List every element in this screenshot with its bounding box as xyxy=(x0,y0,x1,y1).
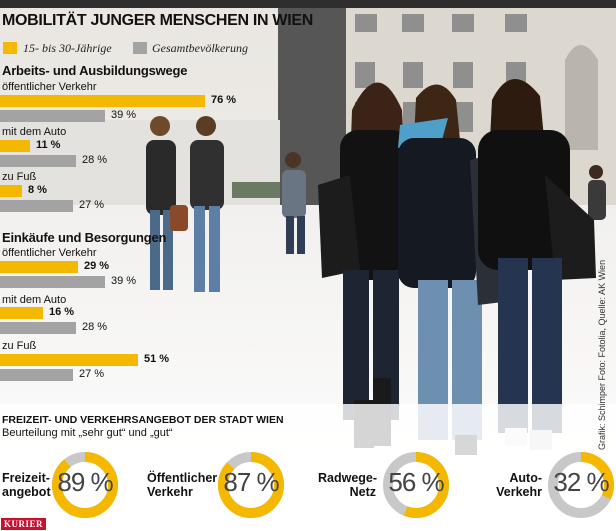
image-credit: Grafik: Schimper Foto: Fotolia, Quelle: … xyxy=(597,259,607,450)
bar-value-label: 28 % xyxy=(82,321,108,333)
bar-value-label: 11 % xyxy=(36,139,61,151)
bar-total xyxy=(0,110,105,122)
donut-label-bike-network: Radwege- Netz xyxy=(318,471,378,499)
category-label: mit dem Auto xyxy=(2,126,67,138)
page-title: MOBILITÄT JUNGER MENSCHEN IN WIEN xyxy=(2,12,313,29)
bar-total xyxy=(0,155,76,167)
bar-value-label: 8 % xyxy=(28,184,47,196)
bar-total xyxy=(0,276,105,288)
category-label: mit dem Auto xyxy=(2,294,67,306)
donut-label-public-transport: Öffentlicher Verkehr xyxy=(147,471,218,499)
donut-value: 89 % xyxy=(57,467,113,497)
donut-value: 32 % xyxy=(553,467,609,497)
legend-total-label: Gesamtbevölkerung xyxy=(152,41,248,55)
category-label: öffentlicher Verkehr xyxy=(2,81,97,93)
category-label: zu Fuß xyxy=(2,340,37,352)
bar-value-label: 39 % xyxy=(111,275,137,287)
section-title-errands: Einkäufe und Besorgungen xyxy=(2,230,167,245)
bar-young xyxy=(0,185,22,197)
bar-young xyxy=(0,307,43,319)
bar-value-label: 39 % xyxy=(111,109,137,121)
bar-value-label: 28 % xyxy=(82,154,108,166)
donut-value: 87 % xyxy=(223,467,279,497)
bar-total xyxy=(0,322,76,334)
bar-value-label: 76 % xyxy=(211,94,237,106)
bar-total xyxy=(0,369,73,381)
bar-total xyxy=(0,200,73,212)
donut-label-car-traffic: Auto- Verkehr xyxy=(496,471,542,499)
legend-young-swatch xyxy=(3,42,17,54)
legend-young-label: 15- bis 30-Jährige xyxy=(23,41,112,55)
bar-value-label: 16 % xyxy=(49,306,75,318)
bar-young xyxy=(0,354,138,366)
kurier-logo: KURIER xyxy=(1,518,47,530)
section-title-commute: Arbeits- und Ausbildungswege xyxy=(2,63,188,78)
bar-young xyxy=(0,261,78,273)
bar-value-label: 27 % xyxy=(79,368,105,380)
category-label: öffentlicher Verkehr xyxy=(2,247,97,259)
bar-value-label: 27 % xyxy=(79,199,105,211)
bar-young xyxy=(0,140,30,152)
donut-value: 56 % xyxy=(388,467,444,497)
bar-value-label: 51 % xyxy=(144,353,170,365)
legend-total-swatch xyxy=(133,42,147,54)
donut-label-leisure: Freizeit- angebot xyxy=(2,471,51,499)
category-label: zu Fuß xyxy=(2,171,37,183)
ratings-title: FREIZEIT- UND VERKEHRSANGEBOT DER STADT … xyxy=(2,414,284,426)
bar-young xyxy=(0,95,205,107)
ratings-subtitle: Beurteilung mit „sehr gut“ und „gut“ xyxy=(2,427,173,439)
bar-value-label: 29 % xyxy=(84,260,110,272)
